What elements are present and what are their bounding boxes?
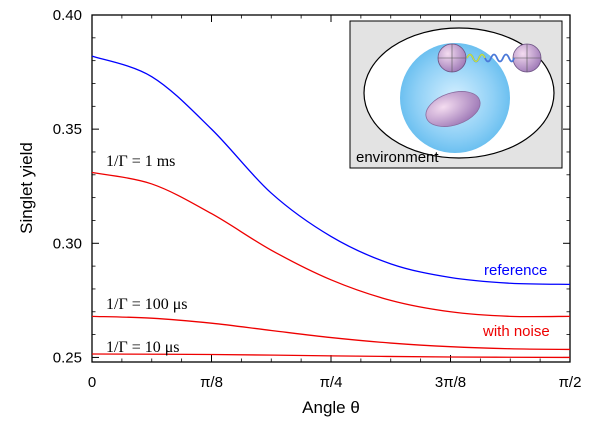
x-tick-label-0: 0 xyxy=(88,374,96,391)
x-tick-label-2: π/4 xyxy=(320,374,343,391)
series-line-1 xyxy=(91,171,571,318)
tick-labels: 0 π/8 π/4 3π/8 π/2 0.25 0.30 0.35 0.40 xyxy=(53,7,582,391)
x-tick-label-3: 3π/8 xyxy=(435,374,466,391)
y-axis-title: Singlet yield xyxy=(17,142,36,234)
inset-environment-label: environment xyxy=(356,149,439,166)
annotation-1ms: 1/Γ = 1 ms xyxy=(106,153,175,170)
x-tick-label-1: π/8 xyxy=(200,374,223,391)
series-lines xyxy=(91,55,571,359)
oblate-spheroid xyxy=(425,91,481,127)
label-with-noise: with noise xyxy=(482,323,550,340)
series-line-0 xyxy=(91,55,571,286)
series-line-2 xyxy=(91,315,571,351)
x-axis-title: Angle θ xyxy=(302,398,360,417)
inset-panel: environment xyxy=(349,20,563,169)
label-reference: reference xyxy=(484,262,547,279)
y-tick-label-1: 0.30 xyxy=(53,235,82,252)
axis-ticks xyxy=(91,14,571,362)
y-tick-label-2: 0.35 xyxy=(53,121,82,138)
annotation-100us: 1/Γ = 100 μs xyxy=(106,296,188,313)
coupling-wave-highlight xyxy=(466,53,486,63)
x-tick-label-4: π/2 xyxy=(559,374,582,391)
annotation-10us: 1/Γ = 10 μs xyxy=(106,339,180,356)
y-tick-label-0: 0.25 xyxy=(53,349,82,366)
y-tick-label-3: 0.40 xyxy=(53,7,82,24)
series-line-3 xyxy=(91,353,571,359)
